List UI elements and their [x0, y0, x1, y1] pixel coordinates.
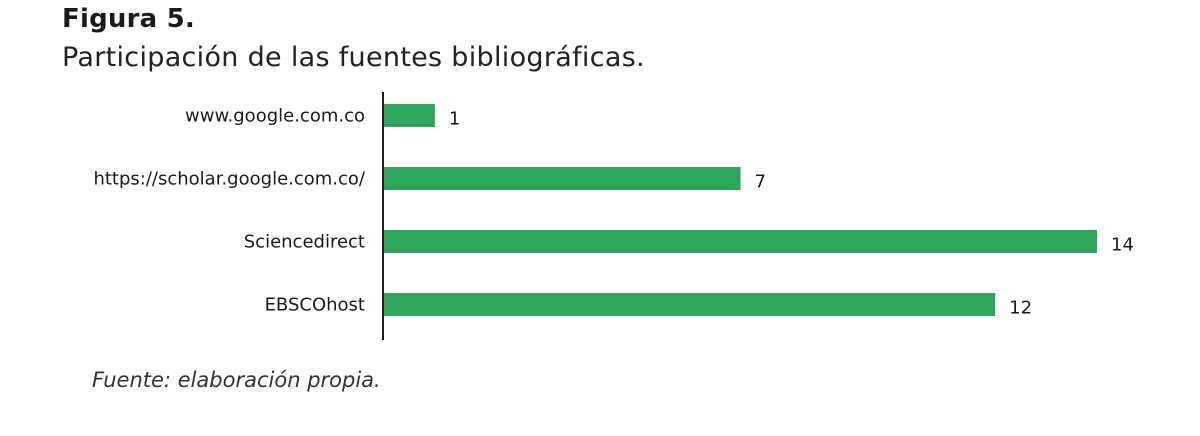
- category-label-1: https://scholar.google.com.co/: [93, 169, 365, 190]
- category-label-0: www.google.com.co: [185, 106, 365, 127]
- value-label-3: 12: [1009, 298, 1032, 319]
- bar-0: [384, 104, 435, 127]
- value-label-0: 1: [449, 109, 460, 130]
- bars-group: [384, 104, 1097, 316]
- category-labels: www.google.com.co https://scholar.google.…: [93, 106, 365, 316]
- category-label-3: EBSCOhost: [265, 295, 365, 316]
- bar-2: [384, 230, 1097, 253]
- bar-1: [384, 167, 741, 190]
- value-label-2: 14: [1111, 235, 1134, 256]
- value-labels: 1 7 14 12: [449, 109, 1134, 319]
- bar-3: [384, 293, 995, 316]
- source-note: Fuente: elaboración propia.: [92, 368, 381, 392]
- value-label-1: 7: [755, 172, 766, 193]
- category-label-2: Sciencedirect: [244, 232, 365, 253]
